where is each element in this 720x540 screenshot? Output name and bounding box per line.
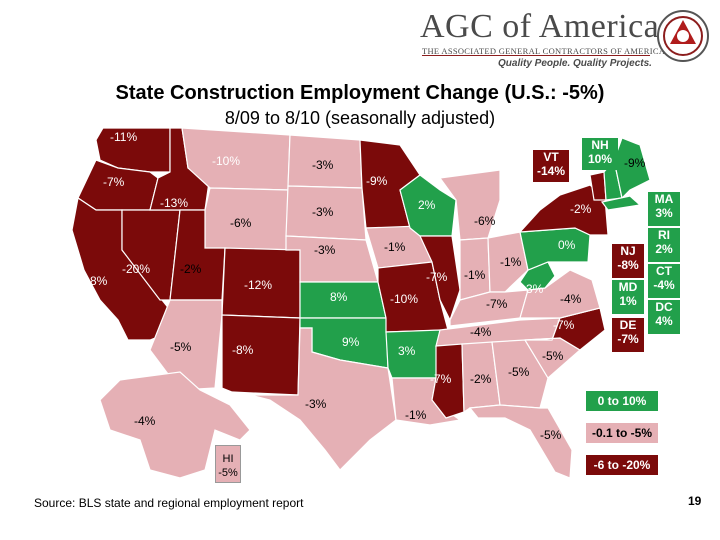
box-DC-value: 4%: [655, 314, 673, 328]
box-NJ: NJ -8%: [612, 244, 644, 278]
legend-dark: -6 to -20%: [586, 455, 658, 475]
state-FL: [468, 404, 573, 479]
state-GA: [491, 339, 549, 409]
label-AR: 3%: [398, 344, 416, 358]
page-subtitle: 8/09 to 8/10 (seasonally adjusted): [224, 108, 496, 128]
state-PA: [519, 227, 591, 271]
label-WV: 3%: [526, 282, 544, 296]
label-CA: -8%: [86, 274, 108, 288]
label-WI: 2%: [418, 198, 436, 212]
label-KS: 8%: [330, 290, 348, 304]
box-MA: MA 3%: [648, 192, 680, 226]
box-NJ-value: -8%: [617, 258, 639, 272]
label-MS: -7%: [430, 372, 452, 386]
label-LA: -1%: [405, 408, 427, 422]
label-NY: -2%: [570, 202, 592, 216]
state-AK: [99, 371, 251, 479]
box-CT-value: -4%: [653, 278, 675, 292]
label-ME: -9%: [624, 156, 646, 170]
box-DC: DC 4%: [648, 300, 680, 334]
logo-tagline: Quality People. Quality Projects.: [498, 58, 652, 69]
page-title: State Construction Employment Change (U.…: [115, 82, 605, 104]
box-HI-abbr: HI: [222, 453, 234, 465]
label-IA: -1%: [384, 240, 406, 254]
box-RI: RI 2%: [648, 228, 680, 262]
box-DE-value: -7%: [617, 332, 639, 346]
state-KY: [449, 289, 529, 327]
label-ND: -3%: [312, 158, 334, 172]
logo-subtitle: THE ASSOCIATED GENERAL CONTRACTORS OF AM…: [422, 46, 666, 56]
box-DE: DE -7%: [612, 318, 644, 352]
label-AK: -4%: [134, 414, 156, 428]
state-OH: [487, 231, 529, 293]
label-WY: -6%: [230, 216, 252, 230]
box-CT-abbr: CT: [656, 264, 672, 278]
box-MD-abbr: MD: [618, 280, 638, 294]
label-OK: 9%: [342, 335, 360, 349]
label-SD: -3%: [312, 205, 334, 219]
label-MO: -10%: [390, 292, 419, 306]
logo-rule: [422, 55, 650, 56]
label-KY: -7%: [486, 297, 508, 311]
label-AZ-region: -2%: [180, 262, 202, 276]
label-GA: -5%: [508, 365, 530, 379]
label-NV: -13%: [160, 196, 189, 210]
box-NH-value: 10%: [587, 152, 613, 166]
label-MN: -9%: [366, 174, 388, 188]
box-HI-value: -5%: [218, 467, 238, 479]
box-VT-value: -14%: [536, 164, 565, 178]
box-RI-abbr: RI: [658, 228, 670, 242]
box-NH: NH 10%: [582, 138, 618, 170]
box-DC-abbr: DC: [655, 300, 673, 314]
box-NJ-abbr: NJ: [620, 244, 636, 258]
label-PA: 0%: [558, 238, 576, 252]
box-RI-value: 2%: [655, 242, 673, 256]
label-SC: -5%: [542, 349, 564, 363]
label-FL: -5%: [540, 428, 562, 442]
label-ID: -10%: [212, 154, 241, 168]
box-VT: VT -14%: [533, 150, 569, 182]
agc-seal-icon: [657, 10, 709, 62]
source-note: Source: BLS state and regional employmen…: [34, 496, 304, 510]
label-IL: -7%: [426, 270, 448, 284]
box-HI: HI -5%: [216, 452, 240, 480]
box-MA-value: 3%: [655, 206, 673, 220]
label-CO: -12%: [244, 278, 273, 292]
page-number: 19: [688, 494, 702, 508]
state-MA: [600, 195, 642, 211]
legend-pink: -0.1 to -5%: [586, 423, 658, 443]
label-OR: -7%: [103, 175, 125, 189]
label-TN: -4%: [470, 325, 492, 339]
label-AL: -2%: [470, 372, 492, 386]
label-NM: -8%: [232, 343, 254, 357]
logo-name: AGC of America: [420, 8, 660, 45]
label-UT: -20%: [122, 262, 151, 276]
label-NC: -7%: [553, 318, 575, 332]
label-WA: -11%: [110, 130, 138, 144]
box-MD-value: 1%: [619, 294, 637, 308]
hawaii-inset: [215, 445, 241, 483]
label-IN: -1%: [464, 268, 486, 282]
label-OH: -1%: [500, 255, 522, 269]
label-AZ: -5%: [170, 340, 192, 354]
state-NM: [221, 314, 301, 396]
label-MI: -6%: [474, 214, 496, 228]
label-TX: -3%: [305, 397, 327, 411]
box-DE-abbr: DE: [619, 318, 637, 332]
legend-green: 0 to 10%: [586, 391, 658, 411]
box-MD: MD 1%: [612, 280, 644, 314]
box-VT-abbr: VT: [543, 150, 559, 164]
box-NH-abbr: NH: [591, 138, 609, 152]
box-CT: CT -4%: [648, 264, 680, 298]
agc-logo: AGC of America THE ASSOCIATED GENERAL CO…: [418, 6, 714, 70]
label-VA: -4%: [560, 292, 582, 306]
state-WI: [399, 174, 457, 237]
state-TX: [249, 327, 397, 471]
box-MA-abbr: MA: [654, 192, 674, 206]
label-NE: -3%: [314, 243, 336, 257]
